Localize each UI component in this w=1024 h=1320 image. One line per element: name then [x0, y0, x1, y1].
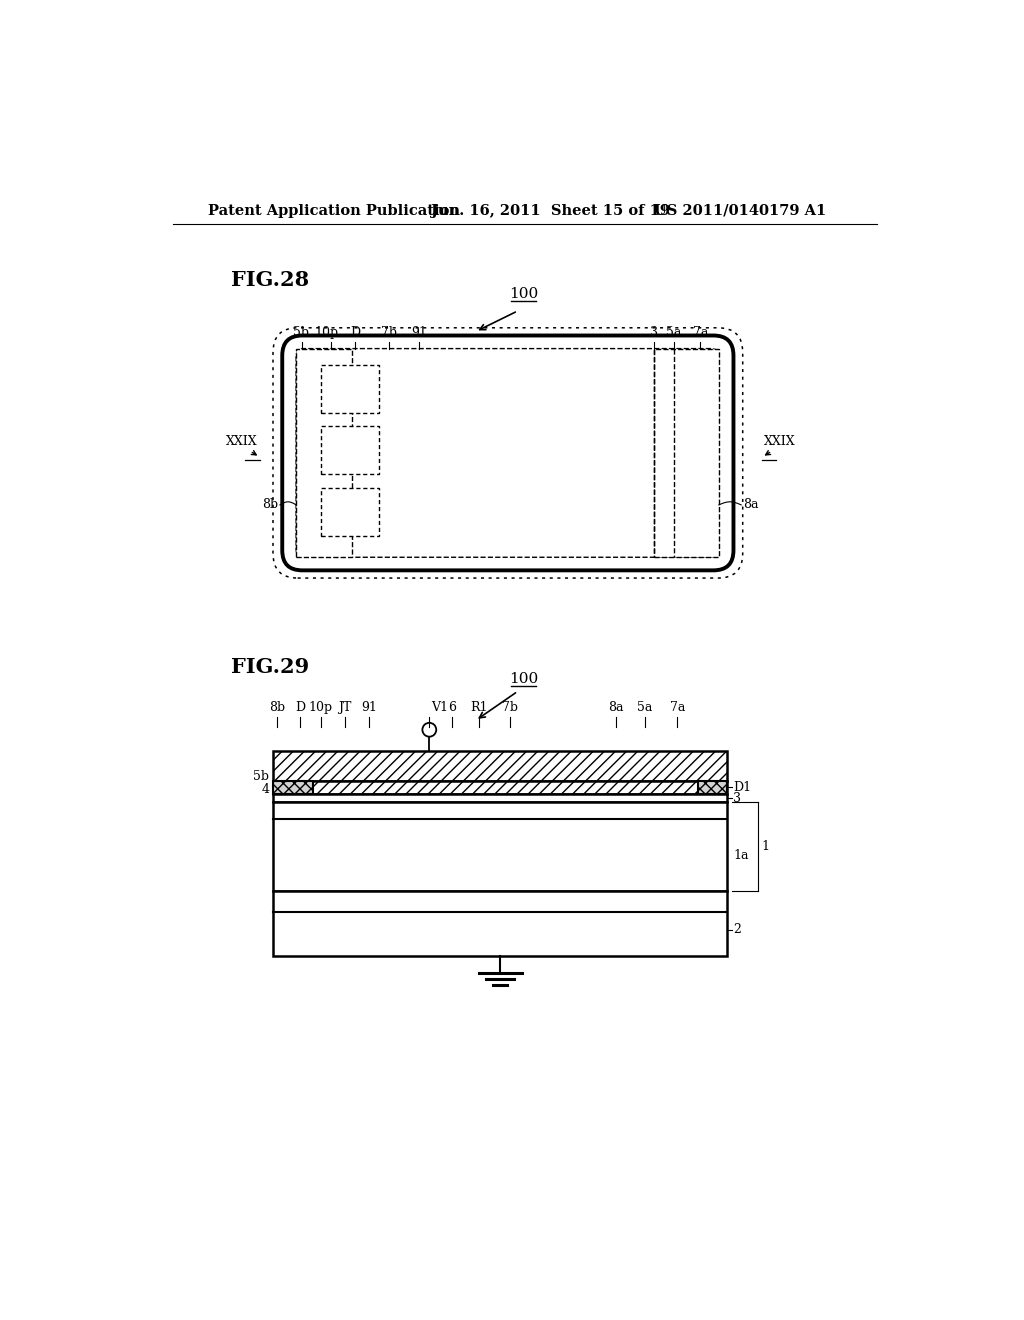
Text: R1: R1 [471, 701, 488, 714]
Bar [273, 780, 727, 795]
Text: 91: 91 [412, 326, 427, 339]
Text: 3: 3 [650, 326, 658, 339]
Text: Patent Application Publication: Patent Application Publication [208, 203, 460, 218]
Text: 7a: 7a [670, 701, 685, 714]
Text: 10p: 10p [308, 701, 333, 714]
Text: V1: V1 [431, 701, 447, 714]
Text: 5a: 5a [637, 701, 652, 714]
Text: 1: 1 [761, 840, 769, 853]
Bar [273, 751, 727, 780]
Text: XXIX: XXIX [226, 436, 258, 449]
Bar [321, 488, 379, 536]
Text: FIG.29: FIG.29 [230, 656, 309, 677]
Text: 3: 3 [733, 792, 741, 805]
Text: 100: 100 [509, 672, 538, 686]
Bar [296, 348, 351, 557]
Text: 7a: 7a [692, 326, 708, 339]
Bar [654, 348, 719, 557]
Bar [273, 803, 727, 891]
Text: D1: D1 [733, 781, 752, 795]
Bar [273, 891, 727, 956]
Text: JT: JT [338, 701, 351, 714]
Bar [273, 780, 313, 795]
Text: 5b: 5b [294, 326, 309, 339]
Text: FIG.28: FIG.28 [230, 271, 309, 290]
Text: US 2011/0140179 A1: US 2011/0140179 A1 [654, 203, 826, 218]
Bar [321, 364, 379, 412]
Text: 8b: 8b [268, 701, 285, 714]
Text: Jun. 16, 2011  Sheet 15 of 19: Jun. 16, 2011 Sheet 15 of 19 [431, 203, 670, 218]
Bar [321, 426, 379, 474]
Text: 8a: 8a [742, 499, 758, 511]
FancyBboxPatch shape [273, 327, 742, 578]
FancyBboxPatch shape [296, 348, 719, 557]
Text: 8a: 8a [608, 701, 624, 714]
Text: 2: 2 [733, 924, 741, 936]
Text: 7b: 7b [381, 326, 396, 339]
Bar [273, 795, 727, 803]
Text: 5b: 5b [253, 770, 269, 783]
Text: D: D [350, 326, 360, 339]
Text: XXIX: XXIX [764, 436, 796, 449]
Text: 91: 91 [361, 701, 377, 714]
Text: 1a: 1a [733, 849, 749, 862]
Text: D: D [295, 701, 305, 714]
Text: 7b: 7b [502, 701, 518, 714]
Text: 6: 6 [449, 701, 457, 714]
Text: 10p: 10p [314, 326, 339, 339]
Text: 100: 100 [509, 286, 538, 301]
Text: 4: 4 [261, 783, 269, 796]
Bar [698, 780, 727, 795]
Text: 8b: 8b [262, 499, 279, 511]
FancyBboxPatch shape [283, 335, 733, 570]
Text: 5a: 5a [667, 326, 682, 339]
